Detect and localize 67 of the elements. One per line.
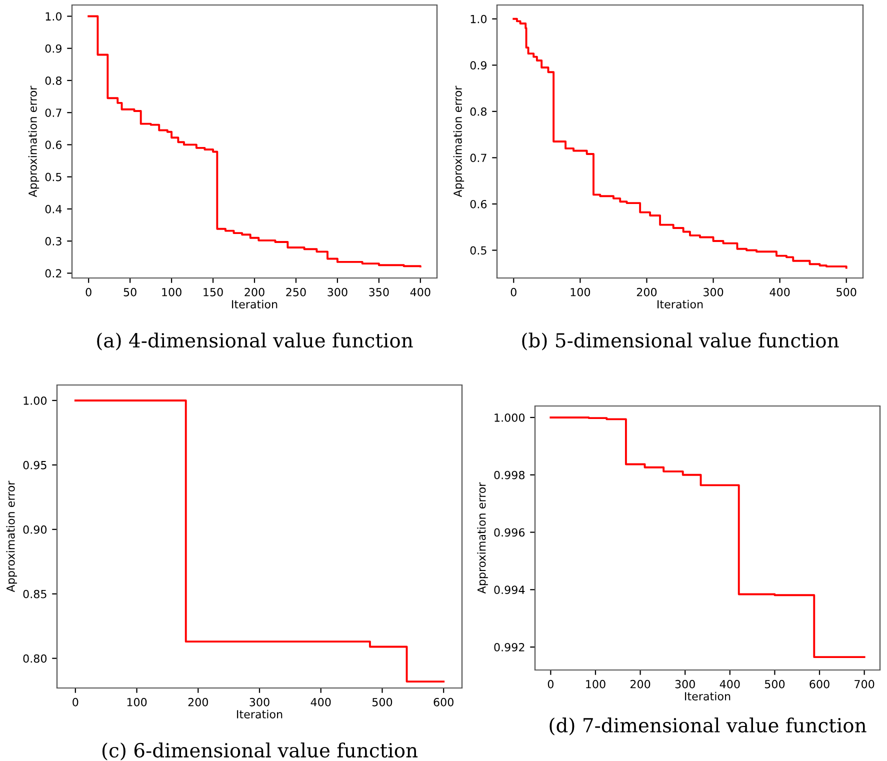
x-tick-label: 250 <box>286 288 306 296</box>
y-tick-label: 0.2 <box>45 269 62 278</box>
x-tick-label: 400 <box>720 680 740 688</box>
x-tick-label: 0 <box>86 288 92 296</box>
y-tick-label: 0.3 <box>45 237 62 246</box>
y-tick-label: 0.80 <box>23 654 47 663</box>
x-tick-label: 600 <box>810 680 830 688</box>
y-tick-label: 0.7 <box>45 108 62 117</box>
x-tick-label: 0 <box>510 288 516 296</box>
x-tick-label: 100 <box>162 288 182 296</box>
x-axis-title: Iteration <box>658 300 703 308</box>
y-tick-label: 0.5 <box>470 246 486 255</box>
x-tick-label: 400 <box>310 698 331 706</box>
x-tick-label: 500 <box>836 288 856 296</box>
x-tick-label: 500 <box>372 698 392 706</box>
y-tick-label: 0.996 <box>494 528 525 537</box>
y-tick-label: 0.992 <box>494 643 524 652</box>
y-tick-label: 0.6 <box>45 140 62 150</box>
x-tick-label: 300 <box>250 698 270 706</box>
x-axis-title: Iteration <box>232 300 278 308</box>
x-tick-label: 300 <box>704 288 724 296</box>
y-tick-label: 0.8 <box>470 107 487 116</box>
y-tick-label: 0.9 <box>470 61 486 70</box>
text: (c) 6-dimensional value function <box>102 742 418 760</box>
x-tick-label: 400 <box>770 288 790 296</box>
y-axis-title: Approximation error <box>477 482 488 594</box>
x-tick-label: 400 <box>410 288 430 296</box>
x-tick-label: 100 <box>570 288 590 296</box>
x-axis-title: Iteration <box>237 710 282 718</box>
text: (a) 4-dimensional value function <box>97 332 413 350</box>
x-tick-label: 300 <box>675 680 695 688</box>
x-tick-label: 50 <box>124 288 136 296</box>
y-tick-label: 1.0 <box>46 12 62 21</box>
y-tick-label: 1.0 <box>470 14 487 24</box>
x-tick-label: 200 <box>188 698 208 706</box>
x-tick-label: 200 <box>636 288 657 296</box>
y-tick-label: 0.90 <box>23 525 47 534</box>
x-tick-label: 350 <box>369 288 389 296</box>
y-axis-title: Approximation error <box>6 480 17 592</box>
y-tick-label: 0.8 <box>45 76 62 85</box>
x-tick-label: 200 <box>630 680 650 688</box>
x-tick-label: 150 <box>204 288 223 296</box>
y-tick-label: 0.7 <box>470 154 486 162</box>
y-axis-title: Approximation error <box>453 86 464 198</box>
x-tick-label: 100 <box>127 698 147 706</box>
y-tick-label: 0.4 <box>45 204 62 214</box>
y-tick-label: 0.6 <box>470 200 487 208</box>
x-tick-label: 0 <box>72 698 78 706</box>
x-tick-label: 0 <box>548 680 554 688</box>
y-tick-label: 0.85 <box>23 590 46 598</box>
y-tick-label: 0.994 <box>494 586 525 594</box>
y-tick-label: 0.998 <box>494 470 525 480</box>
x-tick-label: 100 <box>586 680 606 688</box>
y-tick-label: 0.95 <box>23 460 46 470</box>
y-tick-label: 0.5 <box>45 172 62 182</box>
x-tick-label: 200 <box>244 288 264 296</box>
y-tick-label: 1.00 <box>24 396 47 405</box>
x-tick-label: 600 <box>434 698 454 706</box>
x-tick-label: 500 <box>764 680 785 688</box>
text: (d) 7-dimensional value function <box>550 718 866 736</box>
x-axis-title: Iteration <box>685 692 730 700</box>
text: (b) 5-dimensional value function <box>522 332 839 350</box>
y-tick-label: 0.9 <box>45 44 62 53</box>
x-tick-label: 300 <box>328 288 348 296</box>
y-tick-label: 1.000 <box>494 413 525 422</box>
y-axis-title: Approximation error <box>28 86 40 198</box>
x-tick-label: 700 <box>854 680 874 688</box>
